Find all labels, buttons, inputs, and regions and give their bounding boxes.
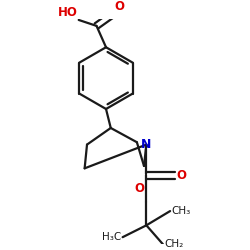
Text: HO: HO [58,6,78,19]
Text: O: O [134,182,144,195]
Text: N: N [141,138,152,151]
Text: O: O [176,169,186,182]
Text: O: O [114,0,124,13]
Text: CH₃: CH₃ [171,206,190,216]
Text: H₃C: H₃C [102,232,122,242]
Text: CH₂: CH₂ [164,239,184,249]
